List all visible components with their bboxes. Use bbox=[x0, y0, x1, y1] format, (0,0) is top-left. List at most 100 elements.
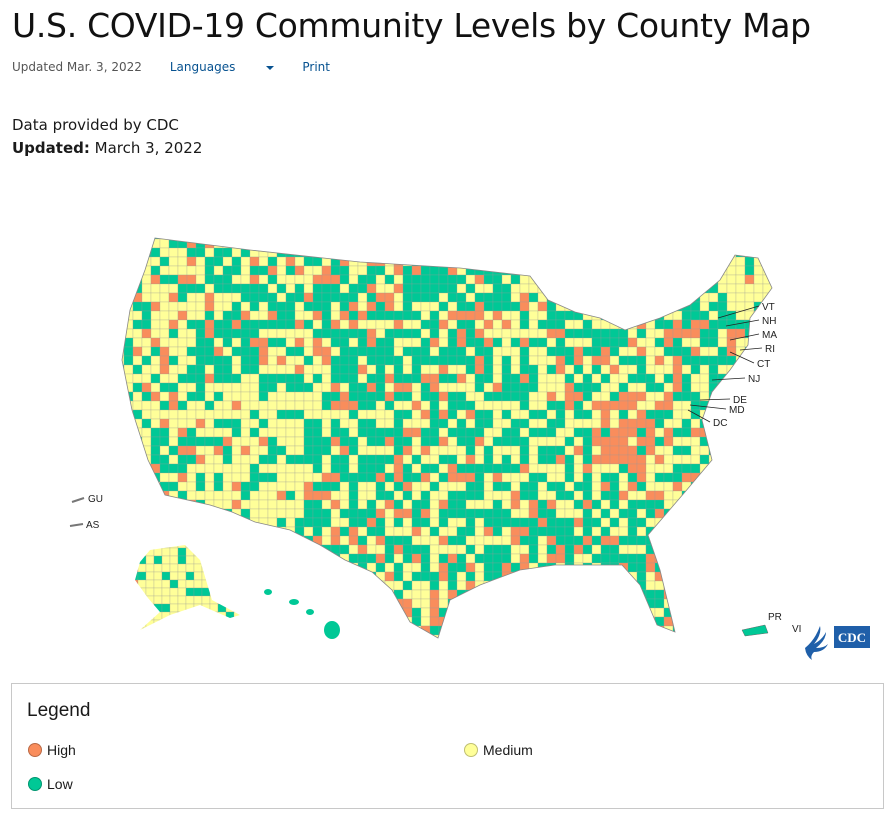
county[interactable] bbox=[177, 238, 188, 249]
county[interactable] bbox=[546, 607, 557, 618]
county[interactable] bbox=[735, 499, 746, 510]
county[interactable] bbox=[132, 436, 143, 447]
county[interactable] bbox=[267, 463, 278, 474]
county[interactable] bbox=[528, 580, 539, 591]
county[interactable] bbox=[339, 463, 350, 474]
county[interactable] bbox=[185, 595, 195, 605]
county[interactable] bbox=[708, 355, 719, 366]
county[interactable] bbox=[267, 373, 278, 384]
county[interactable] bbox=[699, 553, 710, 564]
county[interactable] bbox=[303, 427, 314, 438]
county[interactable] bbox=[222, 526, 233, 537]
county[interactable] bbox=[528, 436, 539, 447]
county[interactable] bbox=[411, 274, 422, 285]
county[interactable] bbox=[186, 391, 197, 402]
county[interactable] bbox=[141, 283, 152, 294]
county[interactable] bbox=[177, 445, 188, 456]
county[interactable] bbox=[474, 319, 485, 330]
county[interactable] bbox=[213, 445, 224, 456]
county[interactable] bbox=[627, 238, 638, 249]
county[interactable] bbox=[312, 580, 323, 591]
county[interactable] bbox=[411, 508, 422, 519]
county[interactable] bbox=[618, 409, 629, 420]
county[interactable] bbox=[132, 508, 143, 519]
county[interactable] bbox=[492, 346, 503, 357]
county[interactable] bbox=[168, 490, 179, 501]
county[interactable] bbox=[771, 580, 781, 591]
county[interactable] bbox=[654, 364, 665, 375]
county[interactable] bbox=[204, 346, 215, 357]
county[interactable] bbox=[636, 400, 647, 411]
county[interactable] bbox=[123, 589, 134, 600]
county[interactable] bbox=[519, 382, 530, 393]
county[interactable] bbox=[708, 598, 719, 609]
county[interactable] bbox=[285, 580, 296, 591]
county[interactable] bbox=[186, 256, 197, 267]
county[interactable] bbox=[735, 634, 746, 644]
county[interactable] bbox=[681, 400, 692, 411]
county[interactable] bbox=[636, 634, 647, 644]
county[interactable] bbox=[699, 517, 710, 528]
county[interactable] bbox=[735, 292, 746, 303]
county[interactable] bbox=[393, 230, 404, 240]
county[interactable] bbox=[546, 490, 557, 501]
county[interactable] bbox=[123, 355, 134, 366]
county[interactable] bbox=[564, 256, 575, 267]
county[interactable] bbox=[655, 644, 664, 653]
county[interactable] bbox=[249, 292, 260, 303]
county[interactable] bbox=[438, 418, 449, 429]
county[interactable] bbox=[735, 445, 746, 456]
county[interactable] bbox=[249, 490, 260, 501]
county[interactable] bbox=[402, 283, 413, 294]
county[interactable] bbox=[366, 634, 377, 644]
county[interactable] bbox=[267, 562, 278, 573]
county[interactable] bbox=[402, 391, 413, 402]
county[interactable] bbox=[258, 571, 269, 582]
county[interactable] bbox=[115, 274, 125, 285]
county[interactable] bbox=[456, 409, 467, 420]
county[interactable] bbox=[762, 409, 772, 420]
county[interactable] bbox=[294, 481, 305, 492]
county[interactable] bbox=[483, 625, 494, 636]
county[interactable] bbox=[717, 544, 728, 555]
county[interactable] bbox=[348, 535, 359, 546]
county[interactable] bbox=[591, 283, 602, 294]
county[interactable] bbox=[546, 265, 557, 276]
county[interactable] bbox=[699, 337, 710, 348]
county[interactable] bbox=[186, 337, 197, 348]
hawaii-island[interactable] bbox=[289, 599, 299, 605]
county[interactable] bbox=[555, 490, 566, 501]
county[interactable] bbox=[384, 607, 395, 618]
county[interactable] bbox=[645, 283, 656, 294]
county[interactable] bbox=[591, 409, 602, 420]
county[interactable] bbox=[600, 247, 611, 258]
county[interactable] bbox=[555, 445, 566, 456]
county[interactable] bbox=[115, 481, 125, 492]
county[interactable] bbox=[159, 427, 170, 438]
county[interactable] bbox=[177, 319, 188, 330]
county[interactable] bbox=[276, 319, 287, 330]
county[interactable] bbox=[672, 553, 683, 564]
county[interactable] bbox=[204, 238, 215, 249]
county[interactable] bbox=[699, 328, 710, 339]
county[interactable] bbox=[501, 328, 512, 339]
county[interactable] bbox=[357, 319, 368, 330]
county[interactable] bbox=[285, 265, 296, 276]
county[interactable] bbox=[637, 644, 646, 653]
county[interactable] bbox=[690, 238, 701, 249]
county[interactable] bbox=[537, 625, 548, 636]
county[interactable] bbox=[753, 481, 764, 492]
county[interactable] bbox=[537, 607, 548, 618]
county[interactable] bbox=[330, 292, 341, 303]
county[interactable] bbox=[735, 355, 746, 366]
county[interactable] bbox=[528, 238, 539, 249]
county[interactable] bbox=[231, 373, 242, 384]
county[interactable] bbox=[465, 517, 476, 528]
county[interactable] bbox=[348, 607, 359, 618]
county[interactable] bbox=[654, 481, 665, 492]
county[interactable] bbox=[474, 274, 485, 285]
county[interactable] bbox=[267, 526, 278, 537]
county[interactable] bbox=[375, 256, 386, 267]
county[interactable] bbox=[654, 292, 665, 303]
county[interactable] bbox=[429, 625, 440, 636]
